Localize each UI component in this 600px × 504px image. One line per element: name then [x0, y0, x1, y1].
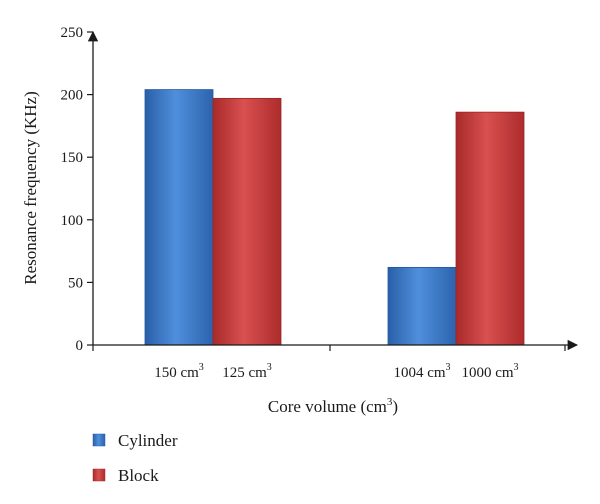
legend-swatch-cylinder	[92, 433, 106, 447]
y-axis-title: Resonance frequency (KHz)	[21, 91, 40, 285]
y-tick-label: 50	[68, 275, 83, 291]
category-label: 150 cm3	[154, 362, 204, 381]
y-ticks: 0 50 100 150 200 250	[61, 25, 93, 354]
legend-item-cylinder: Cylinder	[92, 431, 178, 450]
legend-swatch-block	[92, 468, 106, 482]
bar-block	[455, 111, 525, 346]
y-tick-label: 100	[61, 213, 84, 229]
x-axis-title: Core volume (cm3)	[268, 396, 398, 416]
x-axis-title-sup: 3	[387, 396, 393, 408]
y-tick-label: 250	[61, 25, 84, 41]
legend-item-block: Block	[92, 466, 159, 485]
y-tick-label: 150	[61, 150, 84, 166]
y-tick-label: 200	[61, 88, 84, 104]
legend: Cylinder Block	[92, 431, 178, 485]
category-label: 125 cm3	[222, 362, 272, 381]
category-label: 1004 cm3	[393, 362, 450, 381]
y-tick-label: 0	[76, 338, 84, 354]
category-label: 1000 cm3	[461, 362, 518, 381]
bar-block	[212, 97, 282, 346]
category-labels: 150 cm3 125 cm3 1004 cm3 1000 cm3	[92, 345, 566, 381]
bar-cylinder	[144, 89, 214, 346]
bars-layer	[144, 89, 525, 346]
legend-label-block: Block	[118, 466, 159, 485]
legend-label-cylinder: Cylinder	[118, 431, 178, 450]
x-axis-title-close: )	[392, 397, 398, 416]
bar-cylinder	[387, 266, 457, 346]
x-axis-title-main: Core volume (cm	[268, 397, 387, 416]
